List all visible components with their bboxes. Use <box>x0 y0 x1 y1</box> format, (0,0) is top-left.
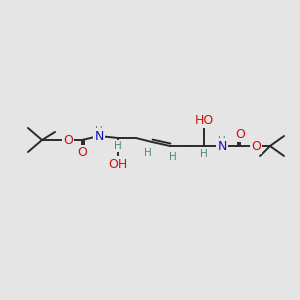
Text: H: H <box>169 152 177 162</box>
Text: H: H <box>144 148 152 158</box>
Text: O: O <box>77 146 87 160</box>
Text: N: N <box>217 140 227 152</box>
Text: H: H <box>218 136 226 146</box>
Text: O: O <box>63 134 73 146</box>
Text: O: O <box>235 128 245 140</box>
Text: N: N <box>94 130 104 142</box>
Text: H: H <box>95 126 103 136</box>
Text: H: H <box>114 141 122 151</box>
Text: H: H <box>200 149 208 159</box>
Text: O: O <box>251 140 261 152</box>
Text: OH: OH <box>108 158 128 170</box>
Text: HO: HO <box>194 113 214 127</box>
